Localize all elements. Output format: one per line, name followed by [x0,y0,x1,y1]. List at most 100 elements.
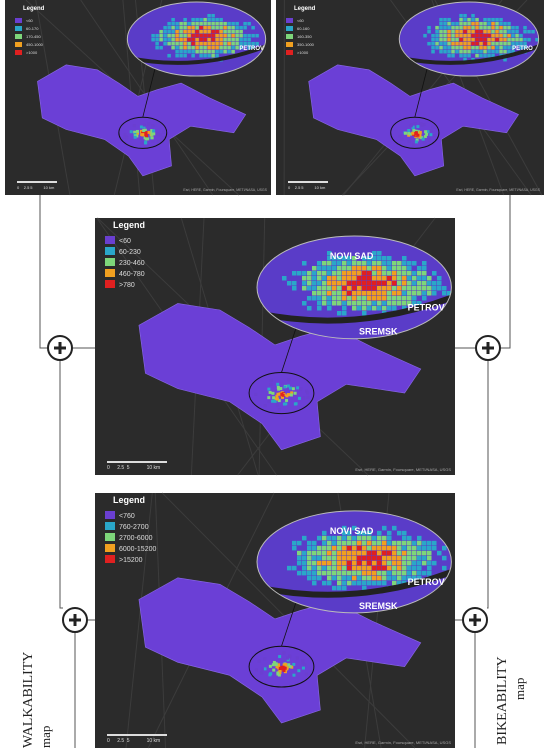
cell [195,37,199,42]
cell [422,290,427,296]
cell [312,265,317,271]
cell [416,133,420,137]
legend-item: 160-350 [297,34,312,39]
cell [195,41,199,46]
cell [203,33,207,38]
cell [372,260,377,266]
cell [337,535,342,541]
cell [139,129,143,133]
cell [427,545,432,551]
cell [179,53,183,58]
cell [307,560,312,566]
map-panel: NOVI SAD PETROV SREMSK Legend <760 760-2700 27… [95,492,455,749]
cell [417,280,422,286]
cell [479,25,483,30]
cell [150,129,154,133]
cell [432,290,437,296]
legend-item: >1000 [297,50,309,55]
place-label: SREMSK [359,327,398,337]
legend-item: 230-460 [119,260,145,267]
cell [158,133,162,137]
cell [367,280,372,286]
cell [382,540,387,546]
cell [357,565,362,571]
cell [150,136,154,140]
cell [133,135,137,139]
cell [397,265,402,271]
cell [159,33,163,38]
cell [203,45,207,50]
walkability-sub: map [38,726,53,748]
cell [432,560,437,566]
cell [337,265,342,271]
cell [483,21,487,26]
cell [207,29,211,34]
cell [392,270,397,276]
cell [179,37,183,42]
cell [372,565,377,571]
cell [219,25,223,30]
cell [317,290,322,296]
cell [487,21,491,26]
cell [467,53,471,58]
cell [307,550,312,556]
cell [287,565,292,571]
cell [342,310,347,316]
cell [306,391,310,395]
cell [302,570,307,576]
cell [183,53,187,58]
cell [422,260,427,266]
cell [139,125,143,129]
cell [312,275,317,281]
cell [171,41,175,46]
cell [417,545,422,551]
cell [235,37,239,42]
cell [337,260,342,266]
cell [227,45,231,50]
cell [183,33,187,38]
cell [412,275,417,281]
cell [367,575,372,581]
cell [447,49,451,54]
cell [251,41,255,46]
cell [297,396,301,400]
scale-label: 2.5 [117,738,124,744]
cell [140,141,144,145]
cell [135,134,139,138]
cell [307,270,312,276]
cell [431,125,435,129]
cell [187,25,191,30]
cell [327,270,332,276]
cell [302,275,307,281]
plus-sign [54,342,66,354]
cell [372,275,377,281]
cell [307,565,312,571]
cell [337,580,342,586]
cell [382,545,387,551]
cell [471,21,475,26]
cell [304,672,308,676]
cell [159,37,163,42]
road [125,492,153,749]
cell [427,555,432,561]
cell [167,29,171,34]
cell [422,555,427,561]
cell [392,305,397,311]
cell [382,555,387,561]
cell [367,565,372,571]
cell [227,49,231,54]
cell [215,33,219,38]
cell [392,575,397,581]
cell [407,570,412,576]
cell [357,300,362,306]
cell [523,29,527,34]
cell [382,575,387,581]
cell [239,33,243,38]
cell [251,25,255,30]
cell [352,565,357,571]
cell [280,392,284,396]
cell [471,33,475,38]
cell [219,21,223,26]
cell [199,33,203,38]
cell [439,17,443,22]
